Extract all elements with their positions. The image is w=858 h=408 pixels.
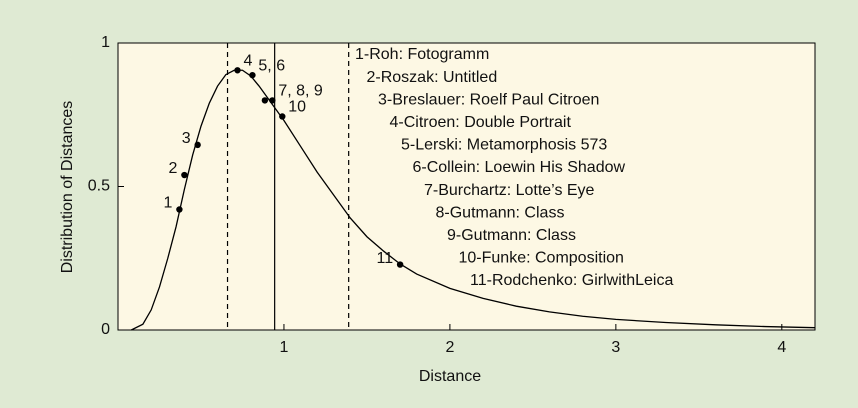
data-point [181,171,188,179]
y-tick-label: 0 [101,321,110,338]
data-point [176,206,183,213]
curve [130,69,816,331]
x-tick-label: 3 [611,339,620,356]
data-point [194,141,201,149]
legend-entry: 5-Lerski: Metamorphosis 573 [401,137,607,154]
x-tick-label: 4 [777,339,786,356]
data-point [261,97,269,104]
data-point [234,67,241,74]
data-point [279,113,286,120]
y-tick-label: 1 [101,34,110,51]
point-label: 7, 8, 9 [278,83,323,100]
data-point [249,71,256,79]
point-label: 1 [163,195,172,212]
legend-entry: 1-Roh: Fotogramm [355,46,489,63]
legend-entry: 3-Breslauer: Roelf Paul Citroen [378,91,599,108]
legend-entry: 7-Burchartz: Lotte’s Eye [424,182,595,199]
legend-entry: 6-Collein: Loewin His Shadow [413,159,626,176]
x-tick-label: 1 [279,339,288,356]
legend-entry: 9-Gutmann: Class [447,227,576,244]
x-axis-label: Distance [419,368,481,385]
legend-entry: 10-Funke: Composition [459,250,624,267]
plot-area [117,42,816,331]
point-label: 3 [182,130,191,147]
data-point [269,97,276,104]
y-tick-label: 0.5 [88,178,110,195]
legend-entry: 4-Citroen: Double Portrait [390,114,572,131]
point-label: 5, 6 [258,57,285,74]
point-label: 2 [168,160,177,177]
legend-entry: 2-Roszak: Untitled [367,69,498,86]
data-point [396,261,404,268]
legend-entry: 8-Gutmann: Class [436,204,565,221]
point-label: 11 [377,250,394,267]
point-label: 10 [288,99,306,116]
y-axis-label: Distribution of Distances [59,101,76,274]
legend-entry: 11-Rodchenko: GirlwithLeica [470,272,673,289]
x-tick-label: 2 [445,339,454,356]
point-label: 4 [243,52,252,69]
